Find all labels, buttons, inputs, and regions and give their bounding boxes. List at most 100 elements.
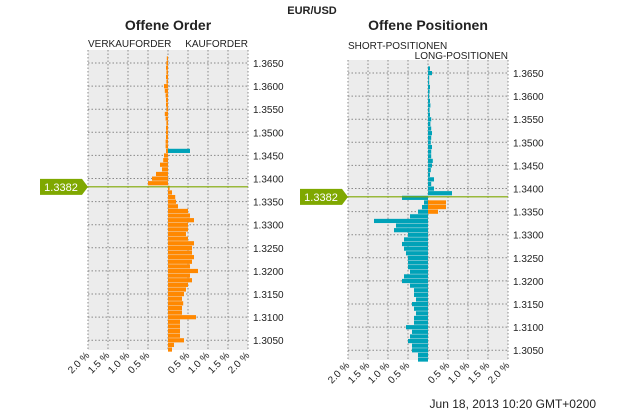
y-tick-label: 1.3350: [253, 198, 284, 209]
bar-left-orange: [166, 125, 168, 130]
bar-right-blue: [428, 181, 432, 187]
bar-right-blue: [428, 191, 452, 196]
bar-left-blue: [416, 311, 428, 316]
bar-right-orange: [168, 264, 190, 269]
bar-left-blue: [418, 357, 428, 362]
current-price-label: 1.3382: [304, 192, 338, 204]
bar-right-orange: [168, 287, 186, 292]
bar-right-orange: [168, 278, 192, 283]
bar-right-blue: [428, 80, 430, 85]
bar-right-blue: [428, 131, 432, 136]
current-price-label: 1.3382: [44, 182, 78, 194]
bar-left-orange: [166, 97, 168, 103]
bar-right-blue: [428, 149, 432, 154]
bar-left-orange: [164, 111, 168, 117]
bar-left-blue: [408, 338, 428, 344]
bar-left-blue: [414, 306, 428, 311]
main-title: EUR/USD: [287, 5, 337, 17]
bar-right-blue: [428, 158, 433, 163]
left-label: VERKAUFORDER: [88, 39, 171, 50]
bar-right-blue: [428, 177, 434, 182]
right-label: KAUFORDER: [185, 39, 248, 50]
bar-left-blue: [424, 200, 428, 205]
bar-right-blue: [428, 66, 430, 71]
x-tick-label: 0.5 %: [386, 360, 412, 386]
y-tick-label: 1.3600: [253, 82, 284, 93]
bar-right-blue: [168, 148, 190, 153]
bar-right-orange: [168, 315, 196, 320]
bar-right-orange: [168, 194, 176, 200]
bar-left-blue: [422, 204, 428, 210]
bar-left-blue: [410, 334, 428, 339]
bar-left-blue: [402, 195, 428, 200]
bar-left-blue: [404, 274, 428, 279]
bar-left-orange: [166, 56, 168, 61]
bar-right-orange: [168, 222, 188, 227]
bar-left-blue: [414, 320, 428, 325]
bar-left-blue: [410, 269, 428, 274]
bar-right-orange: [168, 190, 172, 195]
panel-title: Offene Positionen: [368, 17, 488, 33]
bar-right-blue: [428, 121, 431, 127]
bar-right-orange: [168, 227, 188, 232]
bar-right-orange: [168, 268, 198, 274]
x-tick-label: 1.0 %: [106, 350, 132, 376]
bar-left-blue: [418, 209, 428, 214]
timestamp: Jun 18, 2013 10:20 GMT+0200: [430, 397, 597, 411]
y-tick-label: 1.3500: [513, 138, 544, 149]
bar-left-orange: [156, 171, 168, 177]
bar-right-orange: [168, 185, 170, 190]
x-tick-label: 2.0 %: [226, 350, 252, 376]
bar-right-blue: [428, 163, 432, 168]
bar-right-orange: [168, 282, 188, 287]
bar-right-orange: [168, 273, 190, 278]
bar-left-orange: [165, 139, 168, 144]
bar-left-orange: [166, 70, 168, 75]
x-tick-label: 2.0 %: [486, 360, 512, 386]
current-price-marker: [40, 178, 88, 195]
bar-left-blue: [416, 297, 428, 302]
bar-left-blue: [404, 237, 428, 242]
x-tick-label: 1.0 %: [186, 350, 212, 376]
bar-left-blue: [406, 325, 428, 330]
bar-right-blue: [428, 71, 432, 76]
y-tick-label: 1.3400: [253, 175, 284, 186]
bar-left-orange: [166, 130, 168, 135]
y-tick-label: 1.3200: [513, 277, 544, 288]
bar-left-orange: [160, 162, 168, 167]
bar-left-blue: [414, 292, 428, 297]
bar-left-orange: [165, 116, 168, 121]
bar-right-blue: [428, 107, 430, 113]
y-tick-label: 1.3400: [513, 185, 544, 196]
bar-right-orange: [168, 241, 194, 246]
x-tick-label: 2.0 %: [66, 350, 92, 376]
bar-right-orange: [428, 209, 438, 214]
y-tick-label: 1.3550: [513, 115, 544, 126]
y-tick-label: 1.3300: [253, 221, 284, 232]
y-tick-label: 1.3300: [513, 231, 544, 242]
bar-left-orange: [166, 107, 168, 112]
bar-right-orange: [168, 218, 194, 223]
bar-left-orange: [166, 102, 168, 107]
bar-left-orange: [166, 134, 168, 140]
bar-left-blue: [408, 255, 428, 260]
bar-right-blue: [428, 186, 434, 191]
bar-left-orange: [164, 88, 168, 93]
bar-right-orange: [168, 301, 184, 306]
bar-right-blue: [428, 135, 432, 140]
bar-right-orange: [168, 204, 178, 209]
bar-left-blue: [408, 260, 428, 265]
bar-right-blue: [428, 103, 431, 108]
bar-left-orange: [166, 74, 168, 80]
y-tick-label: 1.3100: [513, 323, 544, 334]
bar-right-blue: [428, 172, 430, 177]
bar-right-orange: [428, 204, 446, 210]
bar-left-blue: [418, 352, 428, 358]
y-tick-label: 1.3500: [253, 128, 284, 139]
current-price-marker: [300, 188, 348, 205]
bar-right-orange: [168, 296, 182, 301]
bar-right-orange: [168, 213, 190, 218]
y-tick-label: 1.3450: [513, 161, 544, 172]
bar-right-orange: [168, 231, 186, 237]
x-tick-label: 1.0 %: [366, 360, 392, 386]
